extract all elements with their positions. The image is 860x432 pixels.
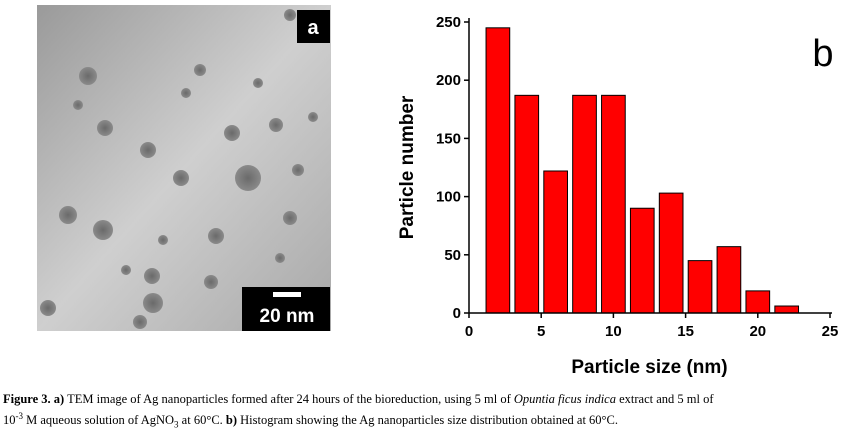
- y-tick-label: 0: [453, 305, 461, 322]
- caption-text: TEM image of Ag nanoparticles formed aft…: [64, 392, 514, 406]
- caption-text: M aqueous solution of AgNO: [23, 413, 175, 428]
- bar: [514, 94, 540, 314]
- caption-text: Opuntia ficus indica: [513, 392, 616, 406]
- x-tick-label: 5: [537, 323, 545, 340]
- caption-line: Figure 3. a) TEM image of Ag nanoparticl…: [3, 391, 859, 408]
- bar: [716, 246, 742, 314]
- x-tick-label: 10: [605, 323, 622, 340]
- panel-label: a: [307, 17, 319, 39]
- y-tick-label: 250: [436, 14, 461, 31]
- bar: [658, 192, 684, 314]
- bar: [629, 207, 655, 314]
- caption-text: Histogram showing the Ag nanoparticles s…: [237, 413, 619, 428]
- caption: Figure 3. a) TEM image of Ag nanoparticl…: [3, 391, 859, 432]
- bar: [485, 27, 511, 314]
- figure-panels: a 20 nm 0 50 100 150 200 250 0 5 10 15 20 25 Particl…: [37, 5, 838, 378]
- bar: [601, 94, 626, 314]
- y-tick-label: 100: [436, 189, 461, 206]
- panel-label: b: [812, 33, 833, 75]
- bar: [774, 305, 800, 314]
- x-tick-label: 25: [822, 323, 839, 340]
- y-tick-label: 50: [444, 247, 461, 264]
- y-tick-label: 200: [436, 72, 461, 89]
- bar: [687, 260, 713, 314]
- caption-line: 10-3 M aqueous solution of AgNO3 at 60°C…: [3, 408, 859, 432]
- bar: [572, 94, 597, 314]
- caption-text: 10: [3, 413, 16, 428]
- caption-text: -3: [15, 411, 24, 421]
- x-tick-label: 15: [677, 323, 694, 340]
- caption-text: b): [225, 413, 238, 428]
- histogram: 0 50 100 150 200 250 0 5 10 15 20 25 Particle size (…: [397, 14, 838, 378]
- y-tick-label: 150: [436, 130, 461, 147]
- bar: [745, 290, 771, 314]
- scale-bar-label: 20 nm: [260, 306, 315, 327]
- bar: [543, 170, 568, 314]
- caption-text: extract and 5 ml of: [615, 392, 714, 406]
- caption-text: 3: [174, 419, 179, 430]
- x-tick-label: 20: [749, 323, 766, 340]
- tem-image: a 20 nm: [37, 5, 331, 331]
- y-axis-title: Particle number: [397, 95, 418, 239]
- caption-text: Figure 3. a): [3, 392, 65, 406]
- x-axis-title: Particle size (nm): [571, 357, 727, 378]
- x-tick-label: 0: [465, 323, 473, 340]
- caption-text: at 60°C.: [178, 413, 226, 428]
